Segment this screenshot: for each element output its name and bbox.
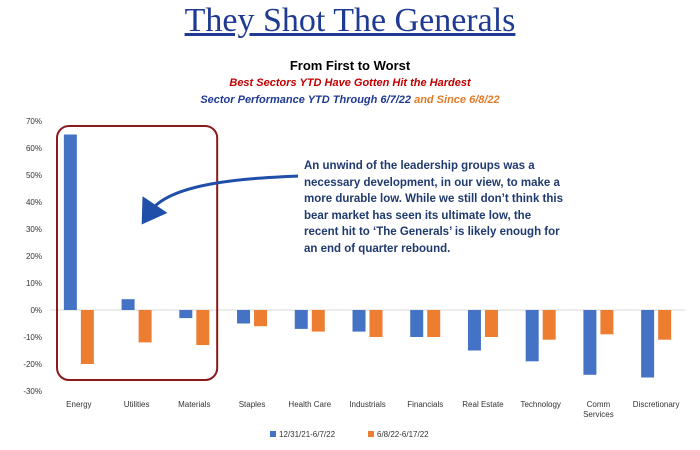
bar-ytd-utilities (121, 299, 135, 310)
legend-label: 12/31/21-6/7/22 (279, 430, 336, 439)
annotation-arrow (141, 174, 301, 225)
bar-ytd-discretionary (641, 310, 655, 378)
x-tick-label: Staples (239, 400, 266, 409)
y-tick-label: 30% (26, 225, 42, 234)
annotation-callout: An unwind of the leadership groups was a… (298, 154, 572, 261)
chart-title: From First to Worst (289, 58, 411, 73)
legend-swatch (270, 431, 276, 437)
x-tick-label: Technology (520, 400, 560, 409)
bar-since-technology (542, 310, 556, 340)
legend-swatch (368, 431, 374, 437)
chart-subtitle: Best Sectors YTD Have Gotten Hit the Har… (0, 77, 700, 89)
bar-ytd-comm-services (583, 310, 597, 375)
bar-ytd-real-estate (467, 310, 481, 351)
x-tick-label: Industrials (349, 400, 385, 409)
y-tick-label: 10% (26, 279, 42, 288)
bar-ytd-staples (237, 310, 251, 324)
bar-ytd-energy (63, 134, 77, 310)
x-tick-label: Real Estate (462, 400, 504, 409)
bar-ytd-materials (179, 310, 193, 319)
x-tick-label: Financials (407, 400, 443, 409)
headline: They Shot The Generals (184, 2, 516, 39)
bar-ytd-industrials (352, 310, 366, 332)
x-tick-label: Discretionary (633, 400, 680, 409)
legend-label: 6/8/22-6/17/22 (377, 430, 429, 439)
bar-since-real-estate (484, 310, 498, 337)
bar-ytd-health-care (294, 310, 308, 329)
x-tick-label: Comm Services (583, 400, 614, 419)
bar-since-materials (196, 310, 210, 346)
x-tick-label: Energy (66, 400, 91, 409)
y-tick-label: -20% (23, 360, 42, 369)
y-tick-label: 0% (30, 306, 42, 315)
subtitle-blue-text: Sector Performance YTD Through 6/7/22 (200, 94, 412, 106)
bar-since-financials (427, 310, 441, 337)
y-tick-label: 20% (26, 252, 42, 261)
chart-subtitle-2: Sector Performance YTD Through 6/7/22 an… (0, 94, 700, 106)
x-tick-label: Health Care (288, 400, 331, 409)
y-tick-label: -30% (23, 387, 42, 396)
bar-since-comm-services (600, 310, 614, 335)
bar-since-utilities (138, 310, 152, 343)
y-tick-label: 40% (26, 198, 42, 207)
bar-ytd-technology (525, 310, 539, 362)
bar-since-industrials (369, 310, 383, 337)
bar-since-discretionary (658, 310, 672, 340)
y-tick-label: 60% (26, 144, 42, 153)
highlight-box (56, 125, 219, 381)
bar-since-health-care (311, 310, 325, 332)
y-tick-label: -10% (23, 333, 42, 342)
subtitle-text: Best Sectors YTD Have Gotten Hit the Har… (229, 77, 471, 89)
x-tick-label: Utilities (124, 400, 150, 409)
bar-since-energy (80, 310, 94, 364)
bar-ytd-financials (410, 310, 424, 337)
y-tick-label: 70% (26, 117, 42, 126)
bar-since-staples (254, 310, 268, 327)
x-tick-label: Materials (178, 400, 210, 409)
y-tick-label: 50% (26, 171, 42, 180)
subtitle-orange-text: and Since 6/8/22 (411, 94, 500, 106)
